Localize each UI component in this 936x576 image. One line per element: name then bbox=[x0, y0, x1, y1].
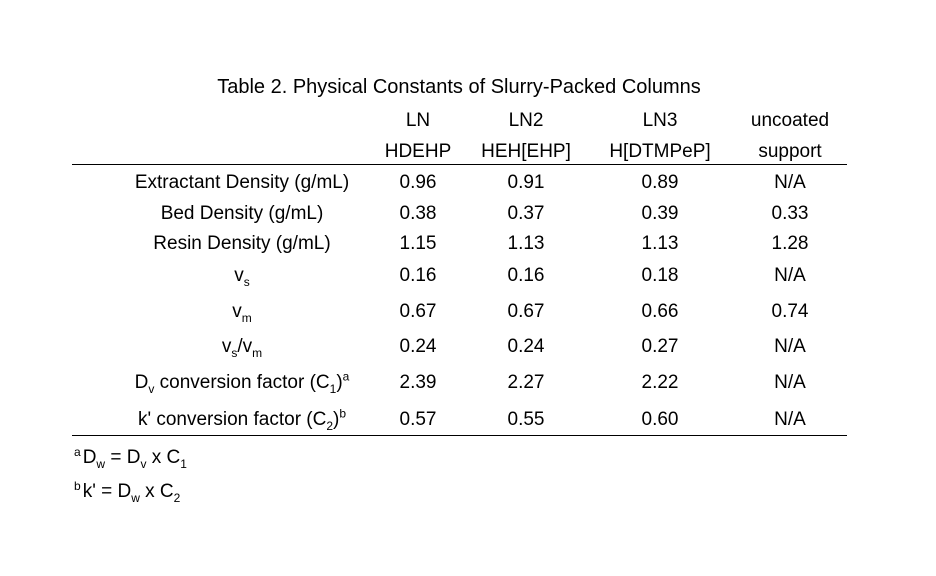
label-subscript: s bbox=[231, 345, 238, 360]
label-text: ) bbox=[333, 409, 340, 430]
cell-value: 2.39 bbox=[399, 372, 437, 393]
cell-value: N/A bbox=[774, 172, 806, 193]
col-subheader-support: support bbox=[758, 141, 822, 162]
col-subheader-hdtmpep: H[DTMPeP] bbox=[609, 141, 711, 162]
cell-value: 0.57 bbox=[399, 409, 437, 430]
label-subscript: 1 bbox=[329, 381, 337, 396]
label-text: k' conversion factor (C bbox=[137, 409, 327, 430]
footnote-subscript: w bbox=[131, 490, 140, 505]
label-text: D bbox=[134, 372, 149, 393]
cell-value: 0.96 bbox=[399, 172, 437, 193]
cell-value: 2.27 bbox=[507, 372, 545, 393]
label-text: conversion factor (C bbox=[154, 372, 330, 393]
cell-value: 0.24 bbox=[399, 336, 437, 357]
cell-value: 0.16 bbox=[399, 265, 437, 286]
row-label: Resin Density (g/mL) bbox=[153, 233, 331, 254]
cell-value: 0.39 bbox=[641, 203, 679, 224]
cell-value: 0.55 bbox=[507, 409, 545, 430]
col-header-ln2: LN2 bbox=[508, 110, 544, 131]
label-text: ) bbox=[336, 372, 343, 393]
cell-value: 0.67 bbox=[507, 301, 545, 322]
header-row-1: LN LN2 LN3 uncoated bbox=[0, 107, 936, 135]
footnote-text: x C bbox=[139, 481, 174, 502]
cell-value: 0.91 bbox=[507, 172, 545, 193]
table-row: vm 0.67 0.67 0.66 0.74 bbox=[0, 298, 936, 328]
col-header-uncoated: uncoated bbox=[750, 110, 830, 131]
cell-value: 0.67 bbox=[399, 301, 437, 322]
footnote-text: x C bbox=[146, 447, 181, 468]
row-label: Dv conversion factor (C1)a bbox=[72, 369, 412, 397]
col-header-ln: LN bbox=[405, 110, 431, 131]
cell-value: 0.24 bbox=[507, 336, 545, 357]
row-label: Bed Density (g/mL) bbox=[160, 203, 324, 224]
table-row: k' conversion factor (C2)b 0.57 0.55 0.6… bbox=[0, 406, 936, 436]
cell-value: 0.16 bbox=[507, 265, 545, 286]
label-text: /v bbox=[237, 336, 253, 357]
col-subheader-hdehp: HDEHP bbox=[384, 141, 452, 162]
footnote-marker: b bbox=[74, 478, 81, 493]
label-subscript: 2 bbox=[326, 418, 334, 433]
cell-value: 0.74 bbox=[771, 301, 809, 322]
cell-value: 0.33 bbox=[771, 203, 809, 224]
label-text: v bbox=[234, 265, 244, 286]
footnote-subscript: 1 bbox=[180, 456, 187, 471]
label-subscript: m bbox=[252, 345, 263, 360]
cell-value: 0.89 bbox=[641, 172, 679, 193]
cell-value: 0.66 bbox=[641, 301, 679, 322]
cell-value: 0.18 bbox=[641, 265, 679, 286]
label-subscript: s bbox=[243, 274, 250, 289]
row-label: vm bbox=[72, 298, 412, 326]
cell-value: 0.60 bbox=[641, 409, 679, 430]
col-subheader-hehehp: HEH[EHP] bbox=[481, 141, 571, 162]
table-row: vs 0.16 0.16 0.18 N/A bbox=[0, 262, 936, 292]
cell-value: 0.37 bbox=[507, 203, 545, 224]
row-label: vs bbox=[72, 262, 412, 290]
cell-value: 1.15 bbox=[399, 233, 437, 254]
cell-value: N/A bbox=[774, 372, 806, 393]
bottom-rule bbox=[72, 435, 847, 436]
row-label: k' conversion factor (C2)b bbox=[72, 406, 412, 434]
cell-value: 2.22 bbox=[641, 372, 679, 393]
footnote-subscript: v bbox=[140, 456, 147, 471]
table-row: Dv conversion factor (C1)a 2.39 2.27 2.2… bbox=[0, 369, 936, 399]
table-row: vs/vm 0.24 0.24 0.27 N/A bbox=[0, 333, 936, 363]
cell-value: 0.38 bbox=[399, 203, 437, 224]
footnote-text: D bbox=[82, 447, 97, 468]
footnote-a: a Dw = Dv x C1 bbox=[74, 444, 187, 471]
footnote-text: k' = D bbox=[82, 481, 132, 502]
cell-value: N/A bbox=[774, 409, 806, 430]
footnote-subscript: 2 bbox=[173, 490, 181, 505]
table-row: Resin Density (g/mL) 1.15 1.13 1.13 1.28 bbox=[0, 230, 936, 260]
cell-value: 0.27 bbox=[641, 336, 679, 357]
table-row: Bed Density (g/mL) 0.38 0.37 0.39 0.33 bbox=[0, 200, 936, 230]
row-label: vs/vm bbox=[72, 333, 412, 361]
footnote-marker: b bbox=[339, 406, 347, 421]
footnote-subscript: w bbox=[96, 456, 106, 471]
cell-value: N/A bbox=[774, 336, 806, 357]
label-subscript: m bbox=[241, 310, 252, 325]
label-text: v bbox=[232, 301, 242, 322]
col-header-ln3: LN3 bbox=[642, 110, 678, 131]
footnote-b: b k' = Dw x C2 bbox=[74, 478, 181, 505]
label-text: v bbox=[221, 336, 232, 357]
footnote-text: = D bbox=[105, 447, 141, 468]
footnote-marker: a bbox=[342, 369, 350, 384]
header-rule bbox=[72, 164, 847, 165]
header-row-2: HDEHP HEH[EHP] H[DTMPeP] support bbox=[0, 138, 936, 166]
footnote-marker: a bbox=[74, 444, 81, 459]
table-row: Extractant Density (g/mL) 0.96 0.91 0.89… bbox=[0, 169, 936, 199]
label-subscript: v bbox=[148, 381, 155, 396]
table-caption: Table 2. Physical Constants of Slurry-Pa… bbox=[217, 76, 701, 98]
cell-value: 1.13 bbox=[641, 233, 679, 254]
row-label: Extractant Density (g/mL) bbox=[134, 172, 350, 193]
cell-value: 1.13 bbox=[507, 233, 545, 254]
cell-value: N/A bbox=[774, 265, 806, 286]
cell-value: 1.28 bbox=[771, 233, 809, 254]
